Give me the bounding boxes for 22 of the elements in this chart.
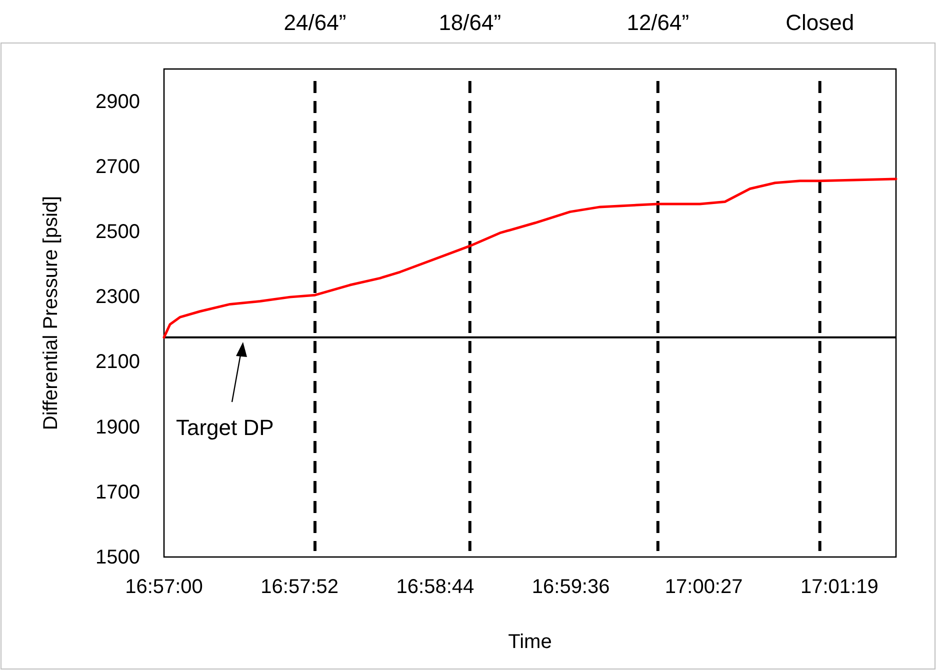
y-tick-label: 1500 — [96, 546, 140, 568]
y-tick-label: 2900 — [96, 90, 140, 113]
y-tick-label: 2700 — [96, 156, 140, 178]
x-tick-label: 16:59:36 — [532, 576, 610, 598]
y-tick-label: 2100 — [96, 351, 140, 374]
y-tick-label: 1900 — [96, 416, 140, 438]
x-tick-label: 17:00:27 — [664, 576, 743, 598]
y-tick-label: 1700 — [96, 481, 140, 504]
x-tick-label: 16:57:00 — [125, 576, 203, 598]
x-tick-label: 17:01:19 — [800, 576, 878, 598]
y-tick-label: 2300 — [96, 286, 140, 308]
x-tick-label: 16:58:44 — [396, 576, 474, 598]
ref-line-label: 12/64” — [626, 10, 690, 35]
ref-line-label: 24/64” — [284, 10, 346, 35]
annotation: Target DP — [176, 415, 274, 440]
ref-line-label: 18/64” — [438, 10, 502, 35]
y-axis-title: Differential Pressure [psid] — [40, 196, 62, 430]
line-series — [162, 178, 898, 339]
x-axis-title: Time — [508, 631, 552, 653]
x-tick-label: 16:57:52 — [260, 576, 339, 598]
ref-line-label: Closed — [786, 10, 854, 35]
y-tick-label: 2500 — [96, 221, 140, 244]
